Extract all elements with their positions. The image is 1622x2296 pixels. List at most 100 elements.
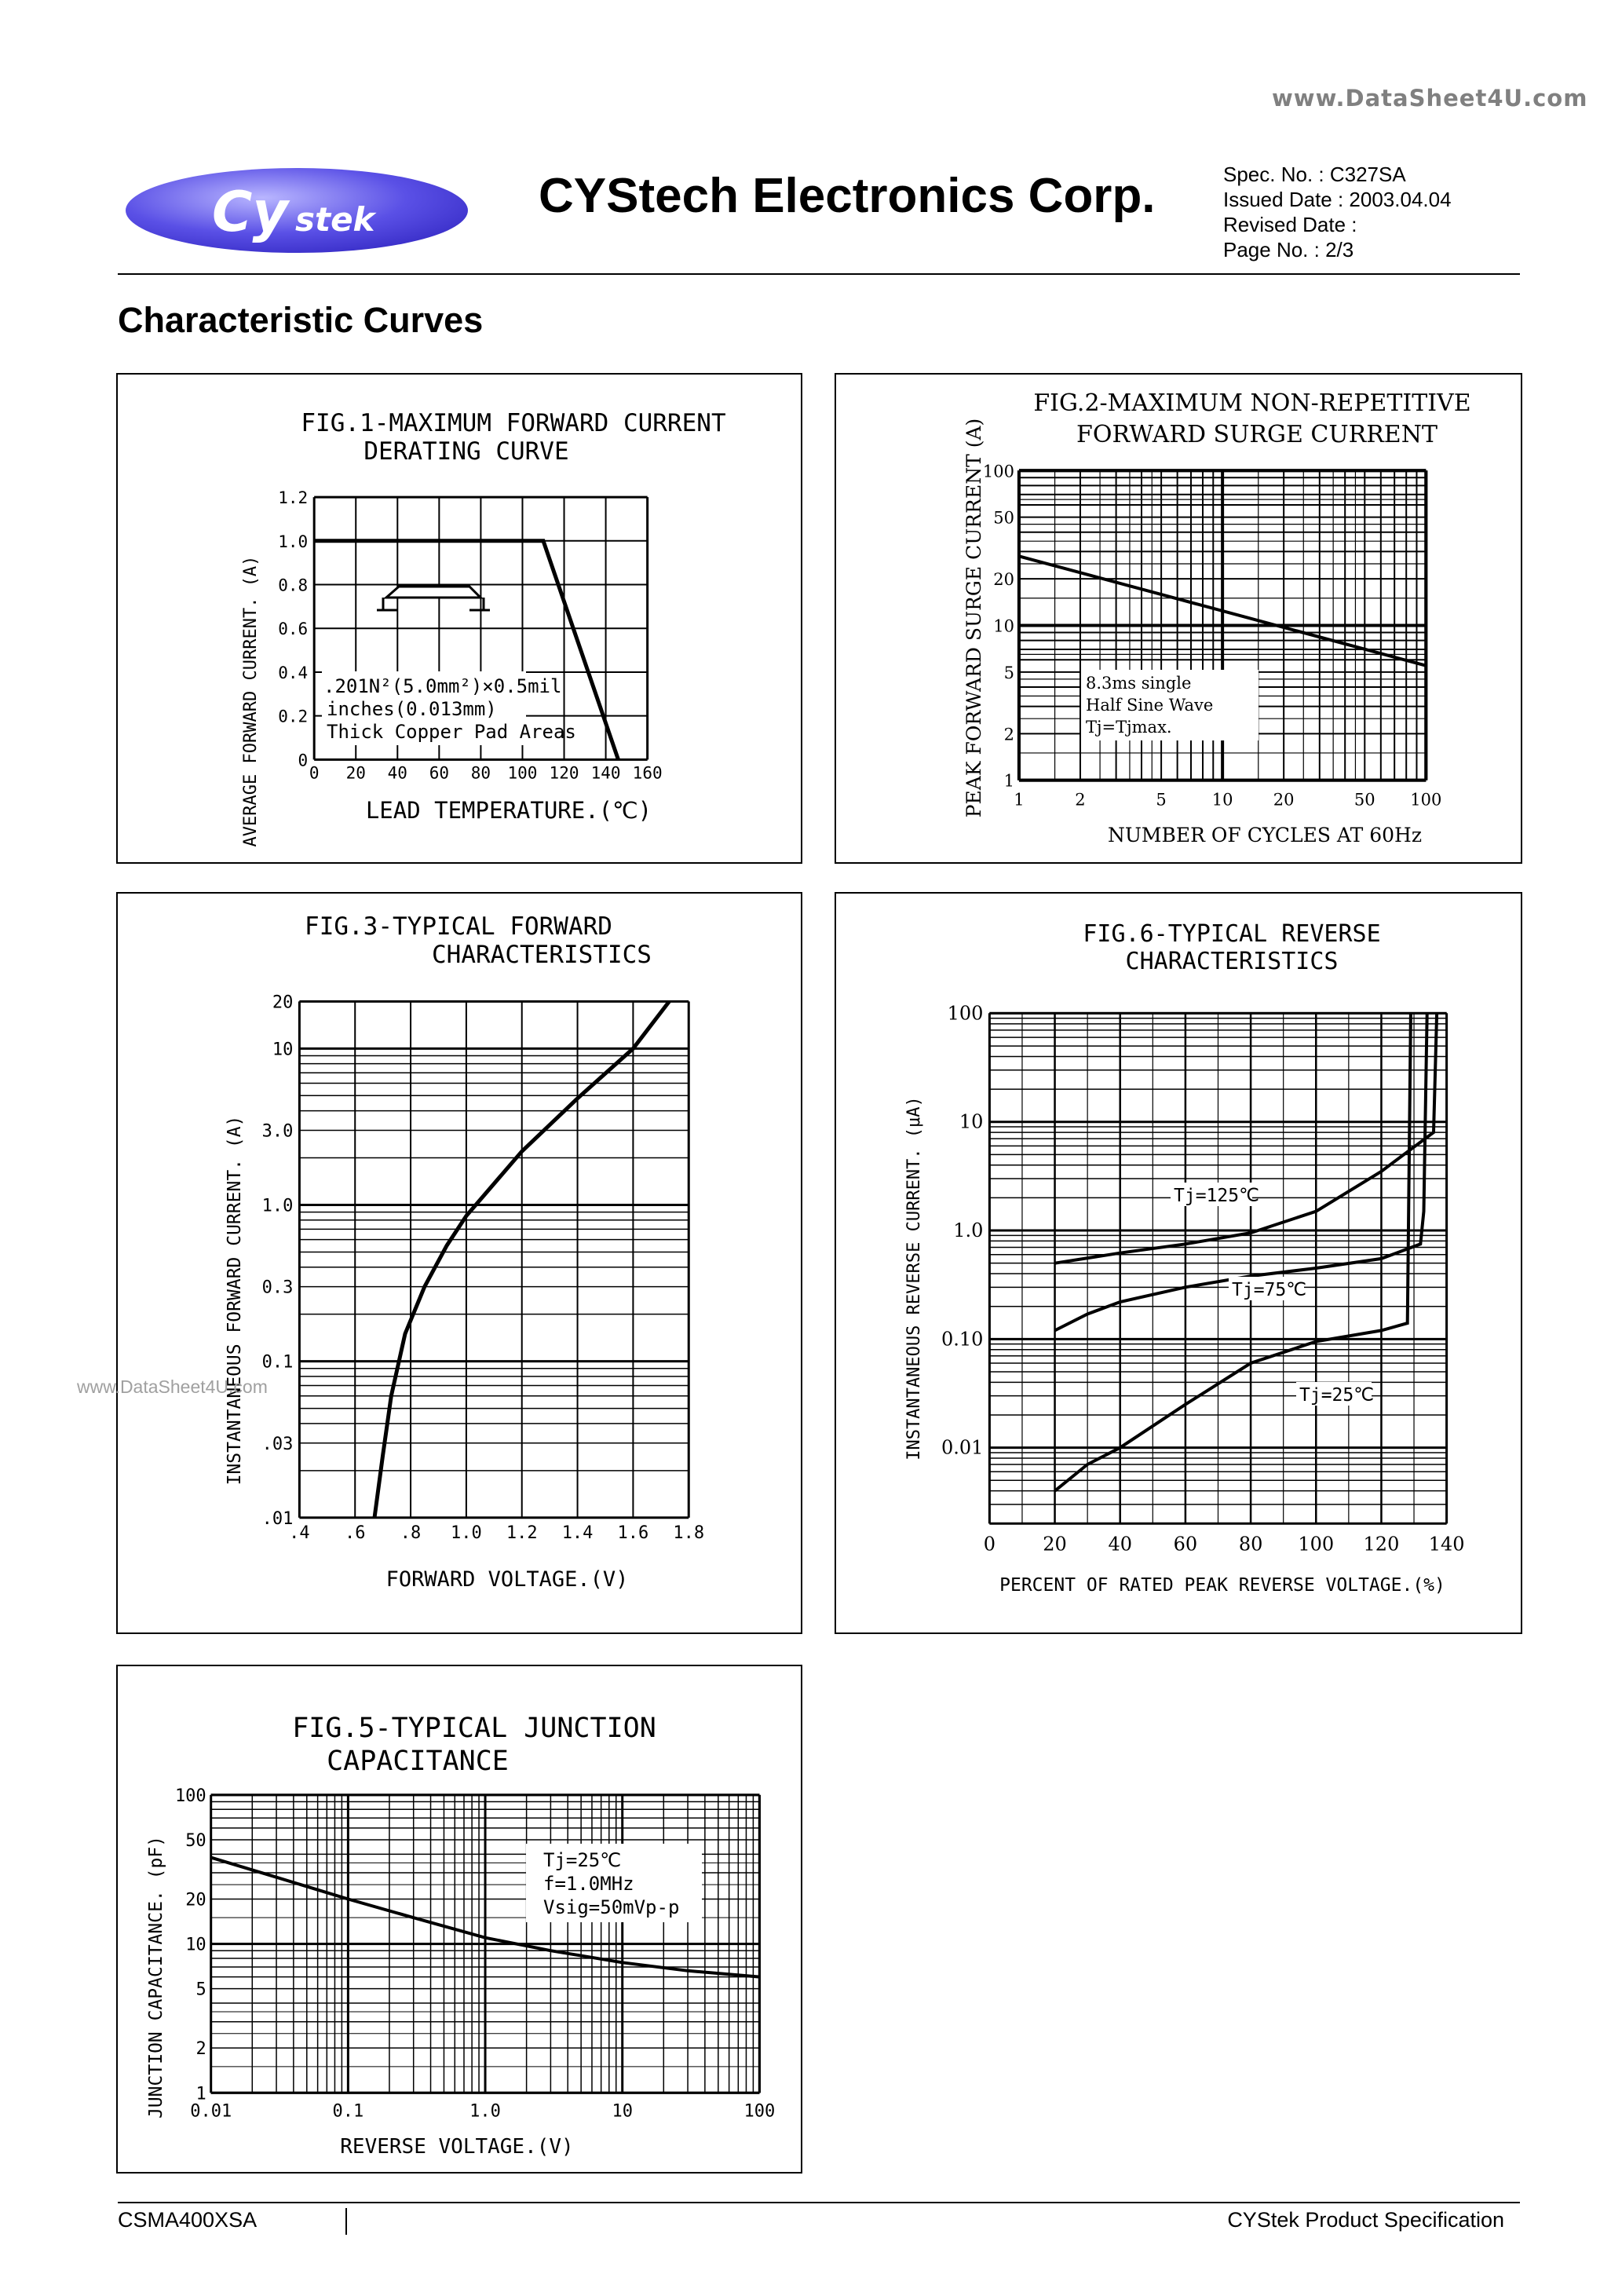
fig1-xlabel: LEAD TEMPERATURE.(℃)	[366, 797, 652, 824]
fig6-ytick: 1.0	[953, 1219, 983, 1241]
fig6-xtick: 60	[1174, 1533, 1198, 1555]
fig3-ytick: .03	[262, 1435, 294, 1454]
fig3-subtitle: CHARACTERISTICS	[432, 941, 652, 969]
fig3-xtick: .4	[289, 1523, 310, 1543]
fig1-ytick: 1.0	[278, 532, 308, 551]
watermark-text-mid: www.DataSheet4U.com	[77, 1377, 268, 1397]
fig2-ytick: 50	[993, 509, 1014, 528]
fig1-xtick: 20	[346, 763, 366, 782]
fig2-xtick: 10	[1212, 791, 1233, 810]
fig3-ytick: .01	[262, 1509, 294, 1529]
fig6-xlabel: PERCENT OF RATED PEAK REVERSE VOLTAGE.(%…	[999, 1575, 1445, 1596]
fig5-xtick: 0.1	[332, 2101, 363, 2121]
fig6-ytick: 100	[948, 1002, 984, 1024]
fig5-xlabel: REVERSE VOLTAGE.(V)	[340, 2135, 573, 2159]
fig1-chart: FIG.1-MAXIMUM FORWARD CURRENT DERATING C…	[241, 409, 726, 847]
fig1-note-line3: Thick Copper Pad Areas	[327, 721, 576, 743]
footer-spec: CYStek Product Specification	[1227, 2208, 1504, 2232]
fig2-title: FIG.2-MAXIMUM NON-REPETITIVE	[1033, 389, 1470, 417]
watermark-text: www.DataSheet4U.com	[1272, 85, 1588, 112]
fig3-xtick: 1.4	[562, 1523, 594, 1543]
fig2-ylabel: PEAK FORWARD SURGE CURRENT (A)	[963, 419, 985, 818]
fig1-xtick: 120	[550, 763, 579, 782]
fig2-ytick: 10	[993, 616, 1014, 635]
fig2-ytick: 20	[993, 570, 1014, 589]
fig5-capacitance-curve	[210, 1855, 760, 1979]
fig6-xtick: 40	[1108, 1533, 1132, 1555]
logo-text: Cy	[212, 180, 290, 244]
fig3-ytick: 0.1	[262, 1353, 294, 1373]
fig1-title: FIG.1-MAXIMUM FORWARD CURRENT	[301, 409, 725, 437]
fig3-ytick: 20	[272, 993, 294, 1012]
fig3-xtick: .8	[400, 1523, 421, 1543]
fig6-panel: FIG.6-TYPICAL REVERSE CHARACTERISTICS IN…	[835, 892, 1522, 1634]
fig5-xtick: 1.0	[469, 2101, 501, 2121]
fig1-ylabel: AVERAGE FORWARD CURRENT. (A)	[241, 556, 261, 847]
footer-divider	[345, 2208, 347, 2235]
cystek-logo: Cy stek	[126, 168, 468, 253]
svg-text:stek: stek	[295, 200, 378, 239]
fig2-subtitle: FORWARD SURGE CURRENT	[1076, 421, 1438, 448]
fig2-surge-line	[1018, 554, 1427, 667]
fig1-ytick: 1.2	[278, 488, 308, 507]
fig5-xtick: 100	[744, 2101, 776, 2121]
fig1-derating-line	[314, 539, 620, 761]
fig2-note-line1: 8.3ms single	[1086, 674, 1191, 693]
fig6-curve-3	[1054, 1013, 1412, 1493]
fig5-ytick: 10	[185, 1936, 206, 1955]
fig2-chart: FIG.2-MAXIMUM NON-REPETITIVE FORWARD SUR…	[963, 389, 1471, 846]
fig3-ytick: 1.0	[262, 1196, 294, 1216]
fig5-note-bg	[526, 1844, 702, 1922]
fig2-xtick: 50	[1354, 791, 1375, 810]
fig3-xtick: 1.6	[618, 1523, 649, 1543]
footer-part-number: CSMA400XSA	[118, 2208, 258, 2232]
fig2-note-bg	[1081, 670, 1259, 740]
fig3-ytick: 10	[272, 1040, 294, 1059]
revised-date: Revised Date :	[1223, 213, 1357, 236]
fig5-title: FIG.5-TYPICAL JUNCTION	[292, 1713, 656, 1744]
fig1-xtick: 100	[507, 763, 537, 782]
fig6-xtick: 120	[1364, 1533, 1400, 1555]
spec-block: Spec. No. : C327SA Issued Date : 2003.04…	[1223, 162, 1452, 262]
header-rule	[118, 273, 1520, 275]
fig5-note-line3: Vsig=50mVp-p	[543, 1896, 679, 1918]
fig2-ytick: 2	[1004, 725, 1014, 744]
fig2-ytick: 100	[983, 462, 1014, 481]
fig5-xtick: 10	[612, 2101, 633, 2121]
fig6-ytick: 0.10	[941, 1328, 983, 1350]
fig6-label-25: Tj=25℃	[1299, 1385, 1374, 1406]
fig3-xtick: 1.8	[673, 1523, 704, 1543]
fig1-ytick: 0.6	[278, 620, 308, 638]
fig2-xtick: 2	[1075, 791, 1085, 810]
fig6-xtick: 0	[984, 1533, 995, 1555]
fig6-label-bg	[1171, 1183, 1252, 1206]
fig2-panel: FIG.2-MAXIMUM NON-REPETITIVE FORWARD SUR…	[835, 373, 1522, 864]
fig3-xlabel: FORWARD VOLTAGE.(V)	[386, 1567, 629, 1592]
fig3-chart: FIG.3-TYPICAL FORWARD CHARACTERISTICS IN…	[225, 912, 704, 1592]
fig3-xtick: 1.0	[451, 1523, 482, 1543]
fig6-xtick: 20	[1043, 1533, 1067, 1555]
fig6-label-75: Tj=75℃	[1232, 1280, 1306, 1300]
fig3-xtick: .6	[345, 1523, 366, 1543]
spec-no: Spec. No. : C327SA	[1223, 163, 1406, 186]
footer-rule	[118, 2202, 1520, 2203]
fig3-title: FIG.3-TYPICAL FORWARD	[305, 912, 612, 941]
fig1-ytick: 0.2	[278, 707, 308, 726]
fig6-label-bg	[1296, 1382, 1372, 1406]
fig5-ytick: 5	[195, 1980, 206, 2000]
fig1-ytick: 0.4	[278, 664, 308, 682]
fig1-subtitle: DERATING CURVE	[363, 437, 568, 466]
fig3-forward-curve	[372, 1000, 671, 1519]
fig3-panel: FIG.3-TYPICAL FORWARD CHARACTERISTICS IN…	[116, 892, 802, 1634]
fig6-subtitle: CHARACTERISTICS	[1126, 948, 1339, 975]
fig6-ytick: 10	[959, 1111, 984, 1133]
fig2-xtick: 20	[1273, 791, 1295, 810]
fig1-xtick: 160	[633, 763, 663, 782]
fig6-xtick: 140	[1429, 1533, 1465, 1555]
fig5-xtick: 0.01	[190, 2101, 232, 2121]
fig6-label-125: Tj=125℃	[1174, 1186, 1259, 1206]
fig2-ytick: 5	[1004, 664, 1014, 682]
company-name: CYStech Electronics Corp.	[539, 169, 1156, 223]
fig5-ytick: 2	[195, 2039, 206, 2059]
fig2-xlabel: NUMBER OF CYCLES AT 60Hz	[1108, 824, 1422, 846]
